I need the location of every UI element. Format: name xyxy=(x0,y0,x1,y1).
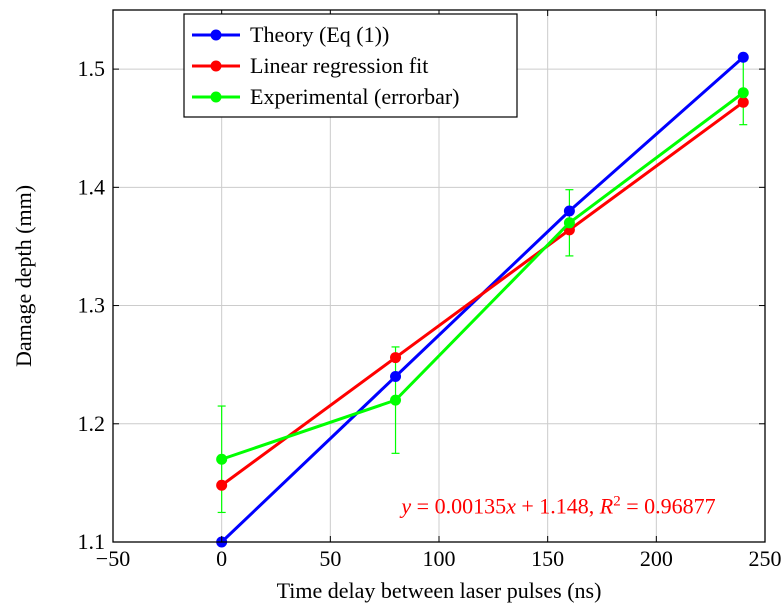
x-tick-label: 100 xyxy=(423,546,456,571)
legend-label-1: Theory (Eq (1)) xyxy=(250,22,389,47)
series-lines xyxy=(216,51,749,548)
series-point-2 xyxy=(737,96,749,108)
series-line-3 xyxy=(221,91,745,461)
series-line-2 xyxy=(220,101,745,487)
legend-label-3: Experimental (errorbar) xyxy=(250,84,460,109)
series-point-3 xyxy=(563,217,575,229)
series-line-1 xyxy=(220,56,745,544)
y-tick-label: 1.3 xyxy=(78,293,106,318)
y-axis-label: Damage depth (mm) xyxy=(11,185,36,367)
annotations: y = 0.00135x + 1.148, R2 = 0.96877 xyxy=(399,494,715,519)
tick-labels: −50 0 50 100 150 200 250 1.1 1.2 1.3 1.4 1.5 xyxy=(78,56,782,571)
x-tick-label: 50 xyxy=(319,546,341,571)
x-tick-label: 250 xyxy=(749,546,782,571)
legend-marker-1 xyxy=(210,29,222,41)
legend-marker-2 xyxy=(210,60,222,72)
y-tick-label: 1.4 xyxy=(78,174,106,199)
y-tick-label: 1.1 xyxy=(78,529,106,554)
regression-equation: y = 0.00135x + 1.148, R2 = 0.96877 xyxy=(399,494,715,519)
x-tick-label: 150 xyxy=(531,546,564,571)
x-axis-label: Time delay between laser pulses (ns) xyxy=(277,578,602,603)
series-point-2 xyxy=(390,352,402,364)
y-tick-label: 1.5 xyxy=(78,56,106,81)
x-tick-label: 0 xyxy=(216,546,227,571)
series-point-3 xyxy=(390,394,402,406)
legend-label-2: Linear regression fit xyxy=(250,53,428,78)
series-point-3 xyxy=(737,87,749,99)
series-point-2 xyxy=(216,479,228,491)
x-tick-label: −50 xyxy=(96,546,130,571)
axes xyxy=(112,9,766,543)
legend-marker-3 xyxy=(210,91,222,103)
legend: Theory (Eq (1)) Linear regression fit Expe… xyxy=(183,13,518,118)
x-tick-label: 200 xyxy=(640,546,673,571)
series-point-1 xyxy=(563,205,575,217)
y-tick-label: 1.2 xyxy=(78,411,106,436)
series-point-1 xyxy=(390,370,402,382)
series-point-1 xyxy=(737,51,749,63)
error-bars xyxy=(217,60,748,514)
series-point-3 xyxy=(216,453,228,465)
